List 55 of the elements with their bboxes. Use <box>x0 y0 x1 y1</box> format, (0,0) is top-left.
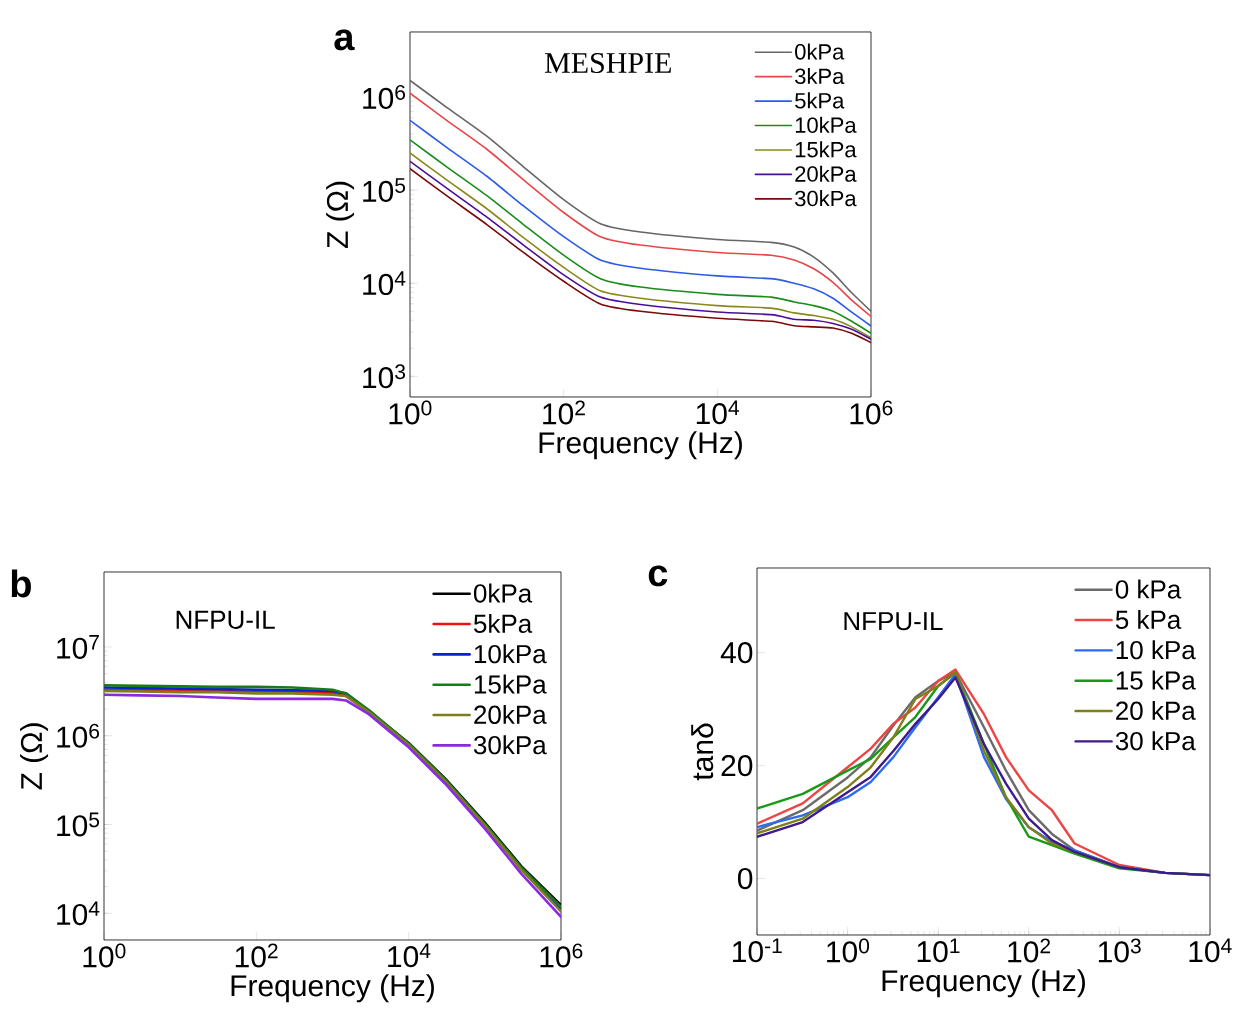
legend-label: 5kPa <box>473 613 533 633</box>
legend-label: 20 kPa <box>1116 700 1196 720</box>
y-tick-label: 10$^{3}$ <box>363 364 406 389</box>
y-axis-title: Z (Ω) <box>326 181 355 249</box>
legend-label: 30 kPa <box>1115 731 1196 751</box>
y-tick-label: 10$^{6}$ <box>57 723 100 748</box>
chart-title: b <box>11 569 31 598</box>
legend-label: 30kPa <box>473 735 547 755</box>
legend-label: 0kPa <box>795 43 845 60</box>
legend-label: 15kPa <box>474 674 547 694</box>
y-tick-label: 20 <box>721 754 753 777</box>
y-tick-label: 10$^{4}$ <box>363 271 406 296</box>
x-tick-label: 10$^{0}$ <box>827 938 870 963</box>
x-tick-label: 10$^{4}$ <box>388 943 431 968</box>
x-tick-label: 10$^{4}$ <box>1189 938 1232 963</box>
x-tick-label: 10$^{6}$ <box>540 943 583 968</box>
x-tick-label: 10$^{6}$ <box>850 400 893 425</box>
y-tick-label: 40 <box>720 642 753 664</box>
legend-label: 10kPa <box>795 116 857 133</box>
legend-label: 5kPa <box>795 92 845 109</box>
y-tick-label: 10$^{5}$ <box>57 812 100 837</box>
x-axis-title: Frequency (Hz) <box>231 974 434 1003</box>
x-tick-label: 10$^{3}$ <box>1098 938 1141 963</box>
annotation: NFPU-IL <box>176 610 275 629</box>
x-axis-title: Frequency (Hz) <box>882 969 1085 998</box>
y-tick-label: 10$^{4}$ <box>57 901 100 926</box>
annotation: NFPU-IL <box>844 612 943 631</box>
legend-label: 10kPa <box>474 644 547 664</box>
y-tick-label: 10$^{7}$ <box>57 635 99 659</box>
y-axis-title: Z (Ω) <box>20 723 49 790</box>
legend-label: 15 kPa <box>1116 670 1196 690</box>
legend-label: 3kPa <box>795 67 845 85</box>
legend-label: 30kPa <box>795 190 857 207</box>
legend-label: 10 kPa <box>1116 640 1196 660</box>
legend-label: 15kPa <box>795 141 857 158</box>
x-tick-label: 10$^{0}$ <box>389 400 432 425</box>
x-tick-label: 10$^{2}$ <box>1008 938 1051 963</box>
legend-label: 20kPa <box>474 704 547 724</box>
x-tick-label: 10$^{-1}$ <box>733 938 782 963</box>
x-tick-label: 10$^{2}$ <box>235 943 278 968</box>
legend-label: 0 kPa <box>1115 579 1182 599</box>
y-tick-label: 10$^{6}$ <box>363 85 406 110</box>
x-tick-label: 10$^{2}$ <box>543 400 585 425</box>
annotation: MESHPIE <box>544 52 671 74</box>
legend-label: 0kPa <box>473 583 533 603</box>
legend-label: 5 kPa <box>1115 609 1182 629</box>
x-tick-label: 10$^{0}$ <box>83 943 126 968</box>
y-tick-label: 0 <box>737 867 753 890</box>
y-axis-title: tanδ <box>691 723 714 781</box>
x-tick-label: 10$^{1}$ <box>917 938 960 963</box>
legend-label: 20kPa <box>795 165 857 182</box>
chart-title: c <box>648 565 668 587</box>
chart-title: a <box>334 29 355 51</box>
x-axis-title: Frequency (Hz) <box>539 431 742 460</box>
y-tick-label: 10$^{5}$ <box>363 178 406 203</box>
